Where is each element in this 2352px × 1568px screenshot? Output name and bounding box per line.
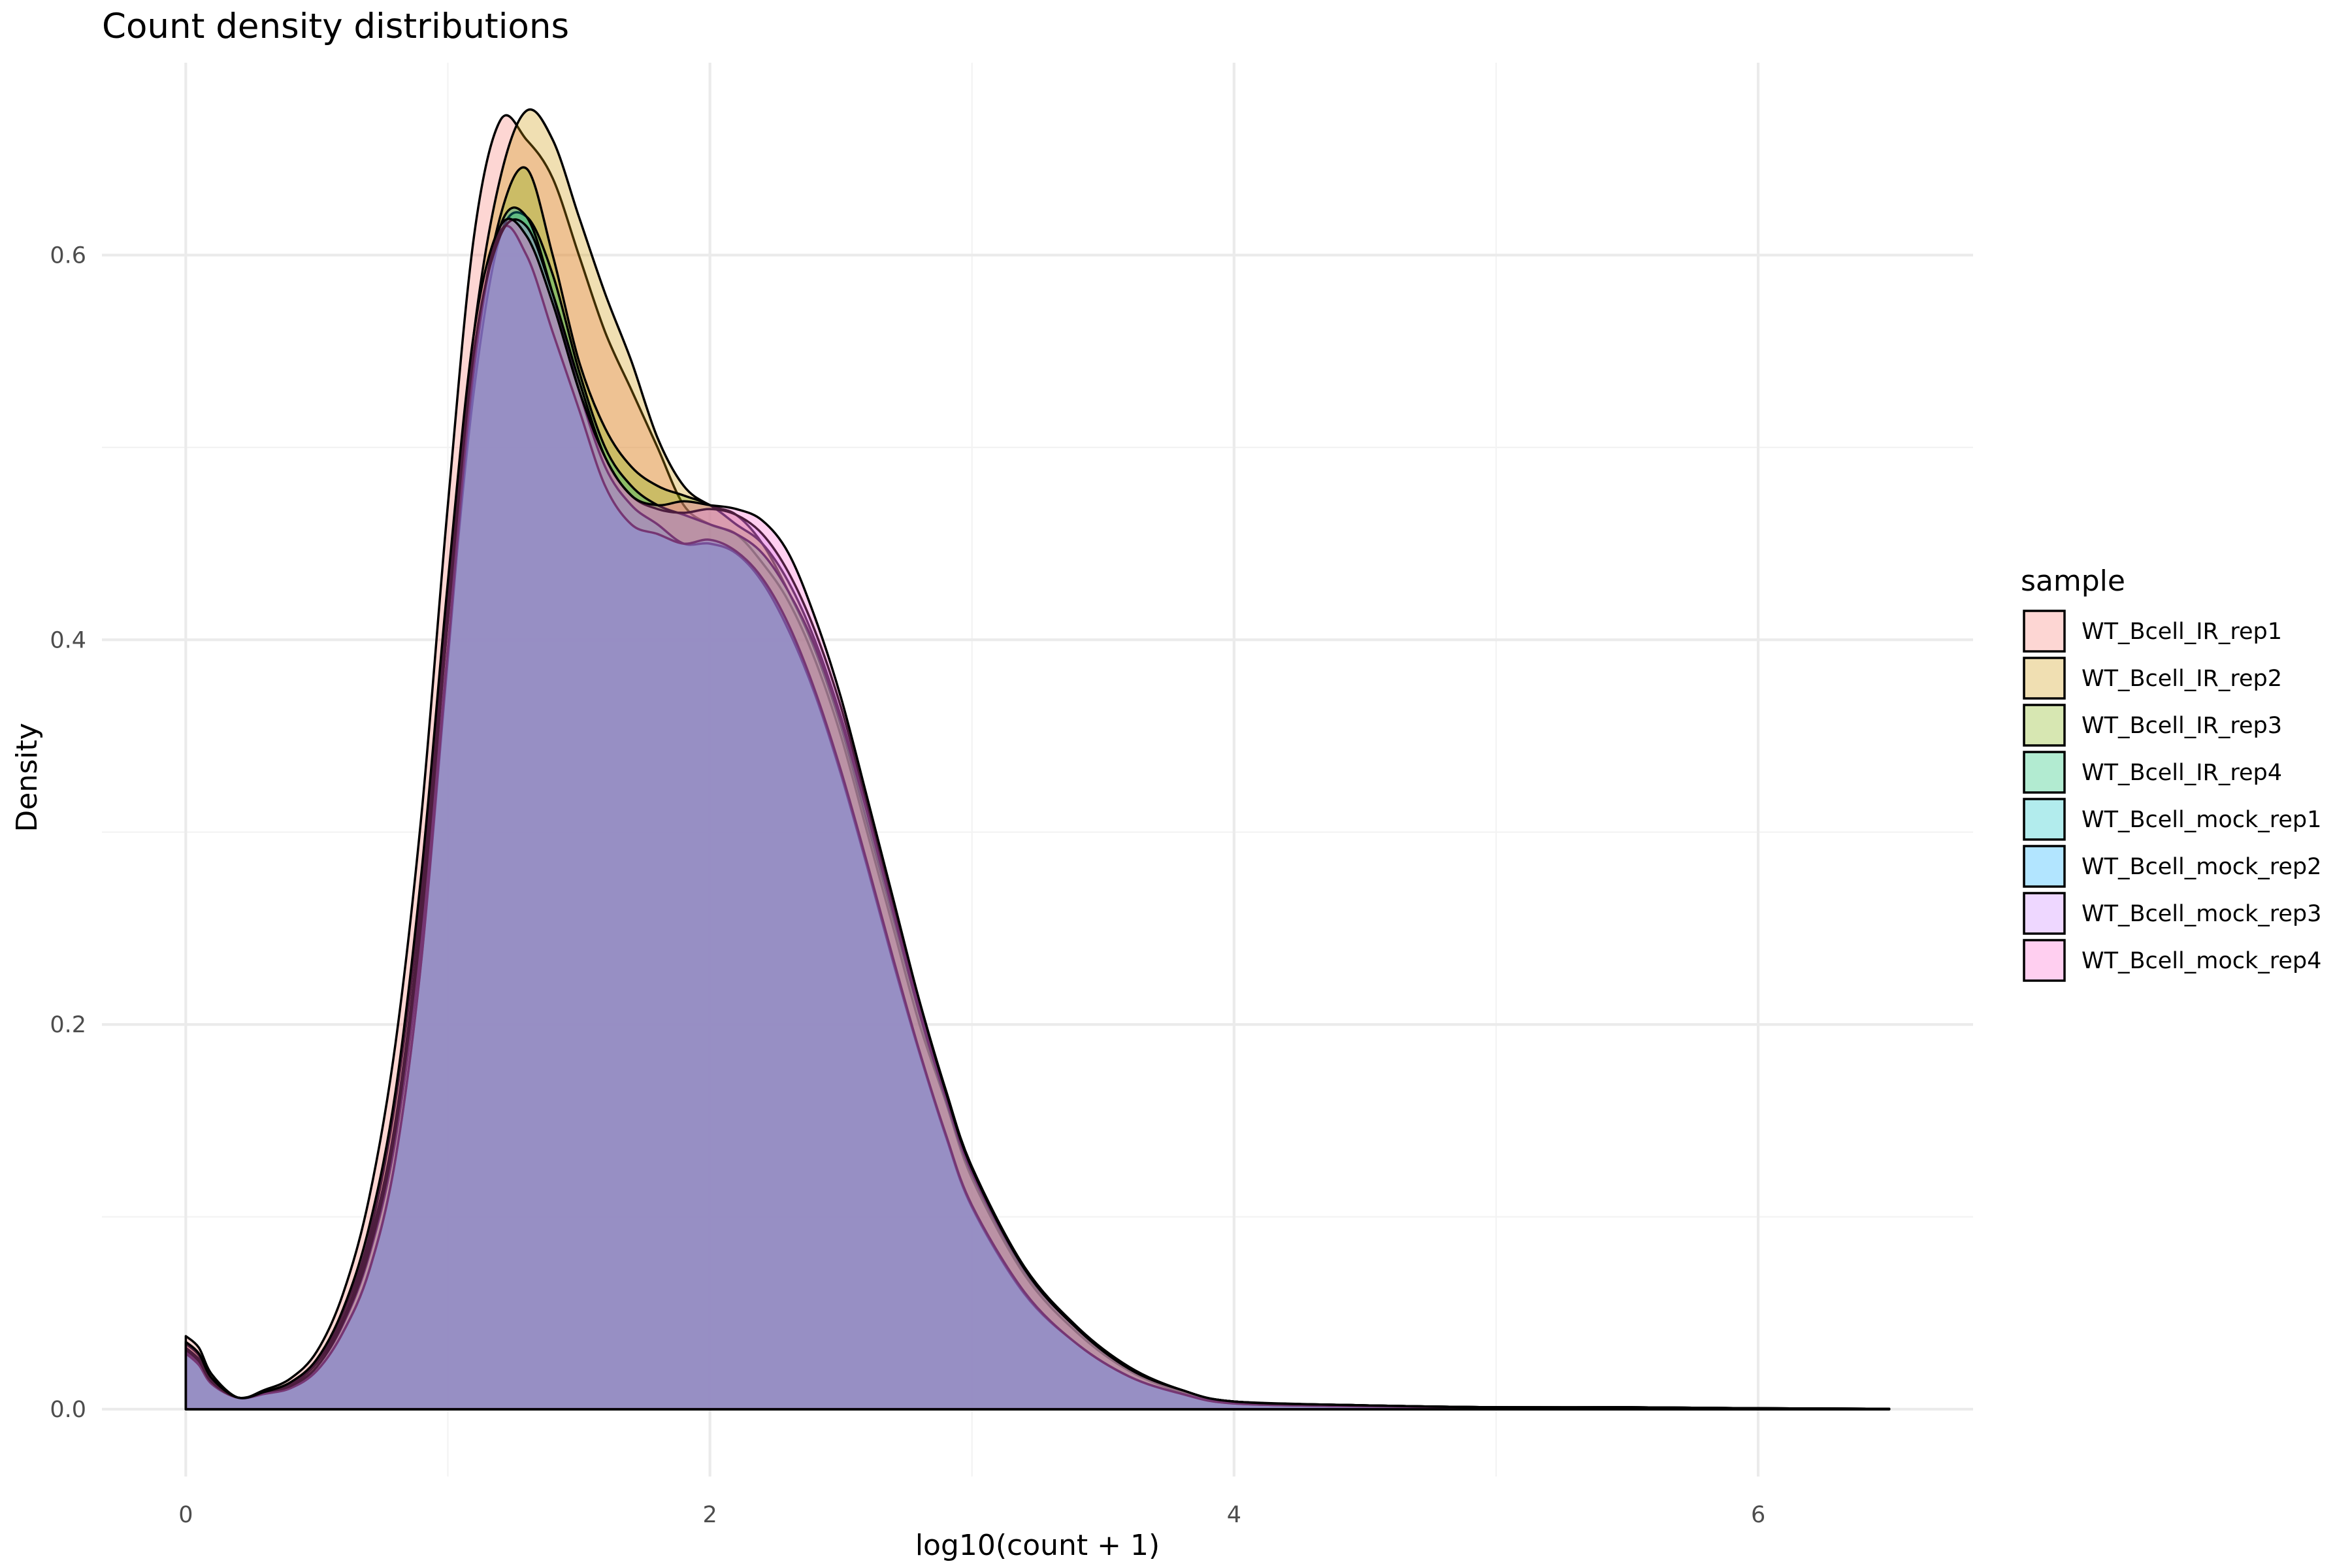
legend-label: WT_Bcell_mock_rep1 [2082,807,2321,833]
y-axis-ticks: 0.0 0.2 0.4 0.6 [50,242,86,1423]
legend: sample WT_Bcell_IR_rep1WT_Bcell_IR_rep2W… [2021,564,2321,982]
chart-title: Count density distributions [102,7,569,46]
legend-key-bg [2024,846,2065,887]
legend-key-bg [2024,799,2065,840]
x-tick-label: 4 [1227,1502,1241,1528]
density-area-wt-bcell-mock-rep4 [184,218,1891,1411]
legend-key-wt-bcell-mock-rep1 [2023,798,2066,841]
x-axis-title: log10(count + 1) [915,1529,1160,1562]
legend-key-bg [2024,752,2065,792]
y-tick-label: 0.6 [50,242,86,269]
x-tick-label: 6 [1751,1502,1765,1528]
legend-label: WT_Bcell_IR_rep2 [2082,666,2282,692]
legend-label: WT_Bcell_mock_rep3 [2082,901,2321,927]
legend-key-bg [2024,611,2065,651]
legend-label: WT_Bcell_mock_rep2 [2082,854,2321,880]
legend-key-bg [2024,893,2065,934]
legend-key-wt-bcell-mock-rep4 [2023,939,2066,982]
legend-key-wt-bcell-ir-rep1 [2023,610,2066,653]
legend-key-bg [2024,658,2065,698]
x-axis-ticks: 0 2 4 6 [178,1502,1765,1528]
legend-label: WT_Bcell_mock_rep4 [2082,948,2321,974]
legend-key-wt-bcell-ir-rep4 [2023,751,2066,794]
y-tick-label: 0.2 [50,1012,86,1038]
legend-title: sample [2021,564,2125,598]
legend-key-wt-bcell-mock-rep3 [2023,892,2066,935]
y-tick-label: 0.0 [50,1397,86,1423]
legend-key-wt-bcell-ir-rep2 [2023,657,2066,700]
density-areas [184,108,1891,1411]
x-tick-label: 0 [178,1502,193,1528]
y-axis-title: Density [10,723,44,832]
legend-key-wt-bcell-mock-rep2 [2023,845,2066,888]
legend-label: WT_Bcell_IR_rep1 [2082,619,2282,645]
legend-key-wt-bcell-ir-rep3 [2023,704,2066,747]
legend-key-bg [2024,940,2065,981]
legend-label: WT_Bcell_IR_rep4 [2082,760,2282,786]
legend-key-bg [2024,705,2065,745]
density-area-wt-bcell-mock-rep2 [184,225,1891,1411]
legend-label: WT_Bcell_IR_rep3 [2082,713,2282,739]
y-tick-label: 0.4 [50,627,86,653]
x-tick-label: 2 [702,1502,717,1528]
legend-items: WT_Bcell_IR_rep1 WT_Bcell_IR_rep2 WT_Bcell… [2023,610,2321,982]
